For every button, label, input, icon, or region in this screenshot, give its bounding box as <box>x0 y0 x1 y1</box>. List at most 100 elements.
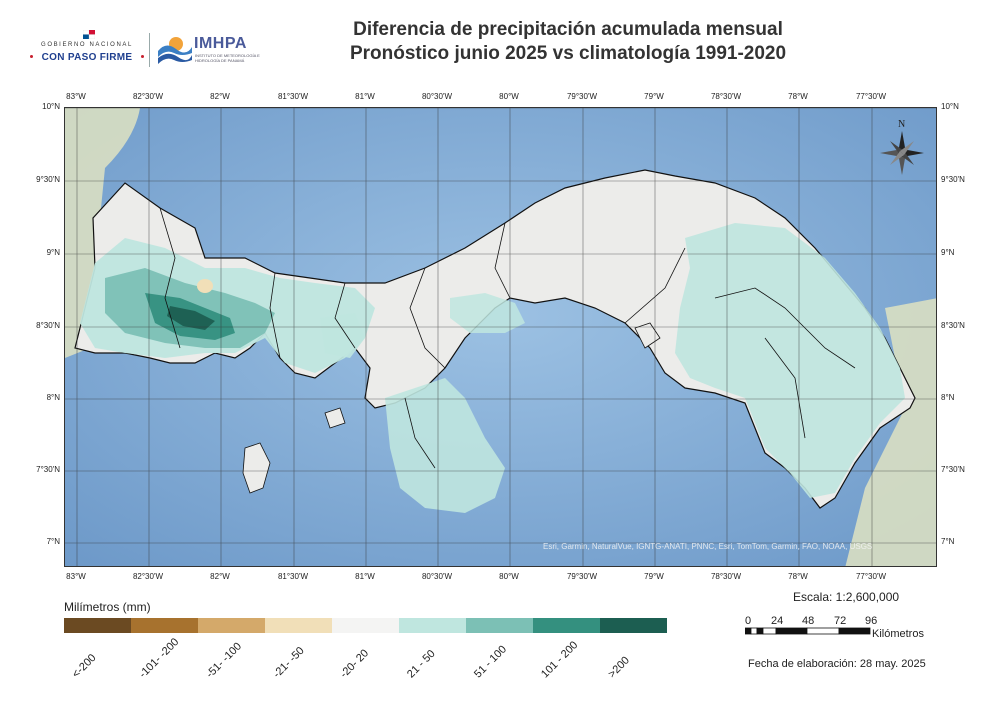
latitude-tick-label: 7°N <box>941 537 955 546</box>
imhpa-logo-text: IMHPA <box>194 35 247 52</box>
latitude-tick-label: 10°N <box>42 102 60 111</box>
islands <box>242 322 661 494</box>
gov-logo-line2: CON PASO FIRME <box>41 52 133 63</box>
longitude-tick-label: 80°30'W <box>421 92 453 101</box>
legend-class-label: -20- 20 <box>338 647 372 681</box>
longitude-tick-label: 79°W <box>644 92 664 101</box>
longitude-tick-label: 78°30'W <box>710 92 742 101</box>
scale-text: Escala: 1:2,600,000 <box>793 590 900 604</box>
legend-swatch <box>265 618 332 633</box>
longitude-tick-label: 81°30'W <box>277 572 309 581</box>
legend-class-label: >200 <box>606 654 633 681</box>
longitude-tick-label: 78°30'W <box>710 572 742 581</box>
precipitation-map: N Esri, Garmin, NaturalVue, IGNTG-ANATI,… <box>65 108 936 566</box>
longitude-tick-label: 80°W <box>499 92 519 101</box>
longitude-tick-label: 79°30'W <box>566 92 598 101</box>
legend-swatch <box>533 618 600 633</box>
legend-class-label: 101 - 200 <box>539 639 581 681</box>
legend-swatch <box>466 618 533 633</box>
longitude-tick-label: 81°W <box>355 92 375 101</box>
scale-tick-label: 48 <box>802 615 814 627</box>
imhpa-logo-subtitle: INSTITUTO DE METEOROLOGÍA E HIDROLOGÍA D… <box>195 53 260 63</box>
legend-class-label: 51 - 100 <box>472 643 510 681</box>
gov-logo-line1: GOBIERNO NACIONAL <box>41 42 133 48</box>
scale-tick-label: 24 <box>771 615 783 627</box>
legend-class-label: -51- -100 <box>204 640 245 681</box>
logo-dot-icon <box>30 55 33 58</box>
latitude-tick-label: 7°30'N <box>36 465 60 474</box>
legend-swatch <box>399 618 466 633</box>
anomaly-21-50-zone <box>385 378 505 513</box>
imhpa-wave-icon <box>158 37 192 64</box>
scale-tick-label: 96 <box>865 615 877 627</box>
latitude-tick-label: 7°30'N <box>941 465 965 474</box>
longitude-tick-label: 82°W <box>210 92 230 101</box>
legend-class-label: <-200 <box>70 651 99 681</box>
longitude-tick-label: 77°30'W <box>855 92 887 101</box>
longitude-tick-label: 80°W <box>499 572 519 581</box>
legend-swatch <box>64 618 131 633</box>
map-panel: N Esri, Garmin, NaturalVue, IGNTG-ANATI,… <box>64 107 937 567</box>
legend-swatch <box>332 618 399 633</box>
scale-bar-segment <box>750 627 758 635</box>
longitude-tick-label: 82°30'W <box>132 572 164 581</box>
longitude-tick-label: 77°30'W <box>855 572 887 581</box>
scale-tick-label: 0 <box>745 615 751 627</box>
latitude-tick-label: 9°N <box>941 248 955 257</box>
creation-date: Fecha de elaboración: 28 may. 2025 <box>748 658 926 670</box>
graticule-lines <box>65 108 936 566</box>
scale-tick-label: 72 <box>834 615 846 627</box>
gobierno-nacional-logo: GOBIERNO NACIONAL CON PASO FIRME <box>28 30 146 70</box>
legend-swatch <box>131 618 198 633</box>
scale-bar-segment <box>775 627 808 635</box>
latitude-tick-label: 8°N <box>46 393 60 402</box>
longitude-tick-label: 81°W <box>355 572 375 581</box>
map-title: Diferencia de precipitación acumulada me… <box>300 18 836 66</box>
anomaly-21-50-zone <box>675 223 905 498</box>
scale-bar-segment <box>806 627 840 635</box>
costa-rica-land <box>65 108 140 358</box>
anomaly-21-50-dry-zone <box>197 279 213 293</box>
logo-divider <box>149 33 150 67</box>
longitude-tick-label: 78°W <box>788 572 808 581</box>
legend-class-label: -21- -50 <box>271 644 307 681</box>
latitude-tick-label: 10°N <box>941 102 959 111</box>
longitude-tick-label: 80°30'W <box>421 572 453 581</box>
province-borders <box>159 207 856 469</box>
legend-class-label: 21 - 50 <box>405 647 438 681</box>
longitude-tick-label: 83°W <box>66 92 86 101</box>
scale-bar-segment <box>762 627 777 635</box>
imhpa-logo: IMHPA INSTITUTO DE METEOROLOGÍA E HIDROL… <box>156 31 266 69</box>
longitude-tick-label: 82°30'W <box>132 92 164 101</box>
scale-unit: Kilómetros <box>872 628 924 640</box>
latitude-tick-label: 7°N <box>46 537 60 546</box>
anomaly-21-50-zone <box>450 293 525 333</box>
legend-swatch <box>198 618 265 633</box>
title-line2: Pronóstico junio 2025 vs climatología 19… <box>349 43 787 64</box>
north-arrow-label: N <box>898 119 905 130</box>
logo-dot-icon <box>141 55 144 58</box>
legend-title: Milímetros (mm) <box>64 600 151 614</box>
latitude-tick-label: 9°N <box>46 248 60 257</box>
longitude-tick-label: 79°W <box>644 572 664 581</box>
scale-bar-segment <box>756 627 764 635</box>
latitude-tick-label: 9°30'N <box>36 175 60 184</box>
longitude-tick-label: 78°W <box>788 92 808 101</box>
longitude-tick-label: 83°W <box>66 572 86 581</box>
scale-bar: 0 24 48 72 96 <box>744 613 935 643</box>
map-attribution: Esri, Garmin, NaturalVue, IGNTG-ANATI, P… <box>543 542 872 551</box>
scale-bar-graphic: 0 24 48 72 96 <box>744 615 877 635</box>
anomaly-gt200-zone <box>167 306 215 330</box>
title-line1: Diferencia de precipitación acumulada me… <box>353 19 783 40</box>
scale-bar-segment <box>838 627 871 635</box>
longitude-tick-label: 81°30'W <box>277 92 309 101</box>
legend-color-bar <box>64 618 667 633</box>
latitude-tick-label: 8°N <box>941 393 955 402</box>
panama-flag-icon <box>83 30 95 39</box>
longitude-tick-label: 79°30'W <box>566 572 598 581</box>
colombia-land <box>845 298 936 566</box>
legend-swatch <box>600 618 667 633</box>
latitude-tick-label: 9°30'N <box>941 175 965 184</box>
longitude-tick-label: 82°W <box>210 572 230 581</box>
scale-bar-segment <box>744 627 752 635</box>
